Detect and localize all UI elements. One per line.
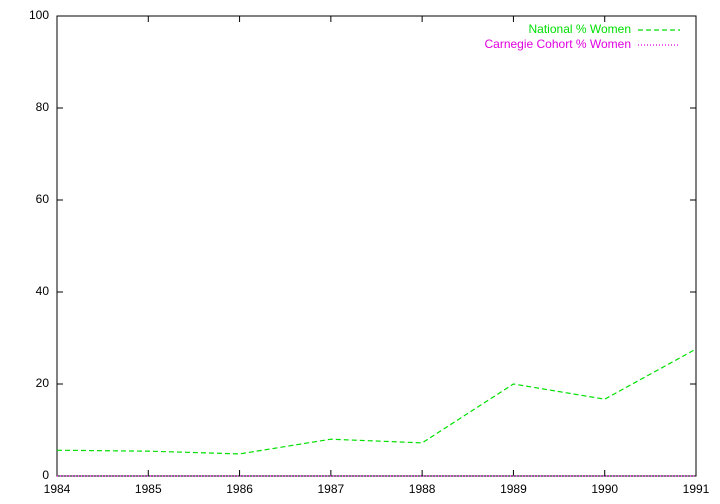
x-tick-label: 1989 (500, 482, 527, 496)
x-tick-label: 1991 (683, 482, 710, 496)
y-tick-label: 100 (29, 8, 49, 22)
legend-label: Carnegie Cohort % Women (484, 37, 631, 51)
x-tick-label: 1985 (135, 482, 162, 496)
y-tick-label: 0 (42, 468, 49, 482)
x-tick-label: 1988 (409, 482, 436, 496)
x-tick-label: 1987 (318, 482, 345, 496)
legend-label: National % Women (529, 22, 632, 36)
y-tick-label: 80 (36, 100, 50, 114)
y-tick-label: 20 (36, 376, 50, 390)
series-line (56, 348, 697, 455)
y-tick-label: 40 (36, 284, 50, 298)
x-tick-label: 1986 (226, 482, 253, 496)
y-tick-label: 60 (36, 192, 50, 206)
x-tick-label: 1990 (591, 482, 618, 496)
x-tick-label: 1984 (44, 482, 71, 496)
plot-border (56, 15, 697, 477)
